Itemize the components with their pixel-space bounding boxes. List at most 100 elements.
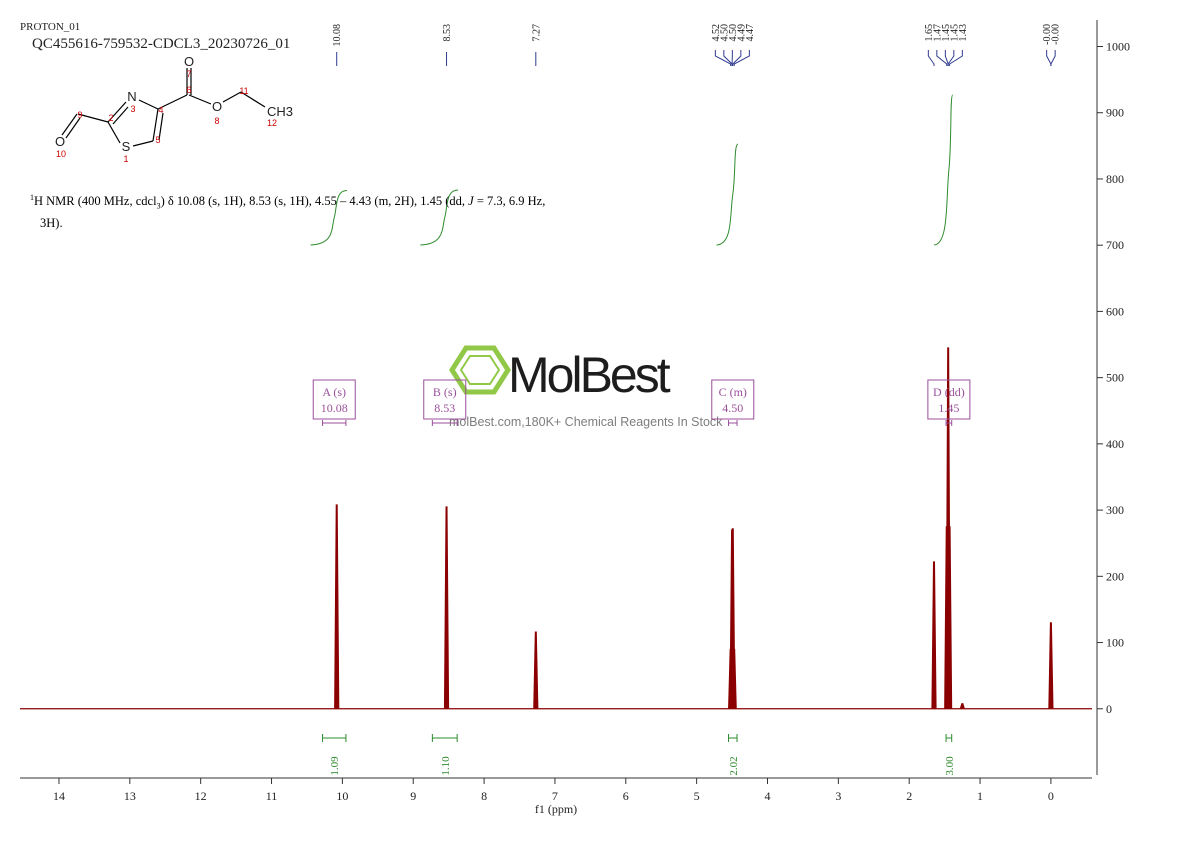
atom: S [122,139,131,154]
structure-labels: O N O CH3 O S 7 6 3 4 9 2 11 8 12 10 5 1 [55,54,293,164]
subtitle: QC455616-759532-CDCL3_20230726_01 [32,36,290,52]
integral-bracket [945,734,953,742]
x-tick-label: 14 [53,789,65,803]
peak-label-line [732,50,742,66]
x-tick-label: 7 [552,789,558,803]
atom-number: 11 [239,86,248,96]
bond [152,108,159,142]
peak-label: 1.45 [949,24,960,42]
desc-part: 3 [156,201,161,211]
x-tick-label: 13 [124,789,136,803]
desc-part: = 7.3, 6.9 Hz, [473,194,546,209]
peak [1048,622,1054,709]
peak [533,631,539,709]
multiplet-range [431,420,458,426]
peak-label: -0.00 [1042,24,1053,45]
x-tick-label: 5 [694,789,700,803]
y-tick-label: 0 [1106,702,1112,716]
y-tick-label: 700 [1106,238,1124,252]
multiplet-label: D (dd) [933,385,965,399]
y-tick-label: 300 [1106,503,1124,517]
x-tick-label: 6 [623,789,629,803]
atom-number: 4 [158,105,163,115]
peak-label-line [936,50,948,66]
peak-label-line [733,50,750,66]
peak-label-line [714,50,732,66]
multiplet-shift: 1.45 [938,401,959,415]
peak-label: -0.00 [1051,24,1062,45]
peak [931,561,937,709]
atom-number: 2 [108,113,113,123]
bond [132,140,154,147]
watermark-tagline: molBest.com,180K+ Chemical Reagents In S… [449,415,723,429]
integral-label: 3.00 [944,756,956,776]
atom-number: 9 [77,110,82,120]
multiplet-label: B (s) [433,385,457,399]
x-tick-label: 9 [410,789,416,803]
peak-label: 10.08 [332,24,343,47]
integral-label: 1.09 [329,756,341,776]
bond [112,106,129,125]
multiplet-box [927,379,971,420]
atom-number: 12 [267,118,277,128]
watermark: MolBest molBest.com,180K+ Chemical Reage… [449,345,723,429]
bond [107,121,121,144]
logo [459,355,501,385]
integral-label: 2.02 [728,756,740,775]
peak-label: 4.50 [719,24,730,42]
peak [334,504,340,709]
multiplet-box [711,379,755,420]
multiplet-range [945,420,953,426]
x-tick-label: 8 [481,789,487,803]
peak-label-line [947,50,955,66]
logo [449,345,511,395]
desc-part: 3H). [40,215,63,230]
integral-curve [420,189,459,246]
peak-label-line [949,50,963,66]
title: PROTON_01 [20,21,80,33]
bond [158,112,164,141]
peak [959,703,965,709]
atom: O [55,134,65,149]
desc-part: ) δ 10.08 (s, 1H), 8.53 (s, 1H), 4.55 – … [160,194,469,209]
multiplet-label: A (s) [322,385,346,399]
bond [157,94,188,110]
atom: CH3 [267,104,293,119]
desc-part: 1 [30,193,34,202]
peak-label: 4.50 [728,24,739,42]
integral-bracket [322,734,347,742]
multiplet-box [312,379,356,420]
bond [138,99,159,110]
y-tick-label: 900 [1106,106,1124,120]
x-tick-label: 1 [977,789,983,803]
atom: N [127,89,136,104]
peak-label: 8.53 [442,24,453,42]
y-tick-label: 400 [1106,437,1124,451]
y-tick-label: 100 [1106,636,1124,650]
atom-number: 3 [130,104,135,114]
x-tick-label: 10 [336,789,348,803]
multiplet-label: C (m) [719,385,747,399]
integral-curve [716,143,739,246]
x-tick-label: 11 [266,789,278,803]
integral-curve [310,190,347,246]
x-axis-label: f1 (ppm) [535,802,577,816]
peak-label: 7.27 [531,24,542,42]
y-tick-label: 800 [1106,172,1124,186]
x-tick-label: 12 [195,789,207,803]
integral-label: 1.10 [440,756,452,776]
atom-number: 8 [214,116,219,126]
peak-label: 4.47 [745,24,756,42]
atom-number: 5 [155,135,160,145]
x-tick-label: 4 [764,789,770,803]
description: 1H NMR (400 MHz, cdcl3) δ 10.08 (s, 1H),… [30,189,630,232]
peak-label: 1.45 [941,24,952,42]
integral-bracket [431,734,458,742]
integral-bracket [728,734,738,742]
bond [107,101,127,123]
peak [443,506,450,709]
x-tick-label: 2 [906,789,912,803]
peak-label-line [1050,50,1056,66]
atom: O [212,99,222,114]
y-tick-label: 600 [1106,304,1124,318]
